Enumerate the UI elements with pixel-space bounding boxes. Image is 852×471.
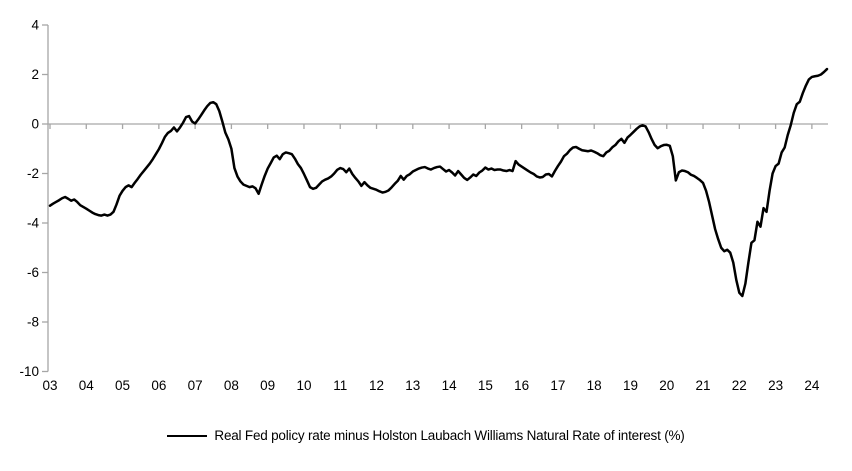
series-line <box>48 67 829 298</box>
x-axis-tick-label: 17 <box>550 378 565 393</box>
x-axis-tick-label: 05 <box>115 378 130 393</box>
x-axis-tick-label: 12 <box>369 378 384 393</box>
y-axis-tick-label: 2 <box>31 67 39 82</box>
x-axis-tick-label: 06 <box>151 378 166 393</box>
x-axis-tick-label: 08 <box>224 378 239 393</box>
x-axis-tick-label: 16 <box>514 378 529 393</box>
legend-label: Real Fed policy rate minus Holston Lauba… <box>214 428 685 443</box>
y-axis-tick-label: -10 <box>19 364 39 379</box>
x-axis-tick-label: 13 <box>405 378 420 393</box>
x-axis-tick-label: 15 <box>478 378 493 393</box>
x-axis-tick-label: 10 <box>296 378 311 393</box>
legend: Real Fed policy rate minus Holston Lauba… <box>0 428 852 443</box>
x-axis-tick-label: 18 <box>587 378 602 393</box>
x-axis-tick-label: 23 <box>768 378 783 393</box>
legend-line-sample <box>167 434 208 437</box>
x-axis-tick-label: 20 <box>659 378 674 393</box>
x-axis-tick-label: 21 <box>696 378 711 393</box>
x-axis-tick-label: 22 <box>732 378 747 393</box>
y-axis-tick-label: -4 <box>27 216 39 231</box>
x-axis-tick-label: 14 <box>442 378 458 393</box>
x-axis-tick-label: 11 <box>333 378 347 393</box>
x-axis-tick-label: 03 <box>42 378 57 393</box>
y-axis-tick-label: -8 <box>27 315 39 330</box>
x-axis-tick-label: 04 <box>79 378 95 393</box>
x-axis-tick-label: 24 <box>804 378 820 393</box>
y-axis-tick-label: 4 <box>31 18 39 33</box>
x-axis-tick-label: 07 <box>188 378 203 393</box>
y-axis-tick-label: 0 <box>31 117 39 132</box>
x-axis-tick-label: 09 <box>260 378 275 393</box>
x-axis-tick-label: 19 <box>623 378 638 393</box>
y-axis-tick-label: -2 <box>27 166 39 181</box>
y-axis-tick-label: -6 <box>27 265 39 280</box>
